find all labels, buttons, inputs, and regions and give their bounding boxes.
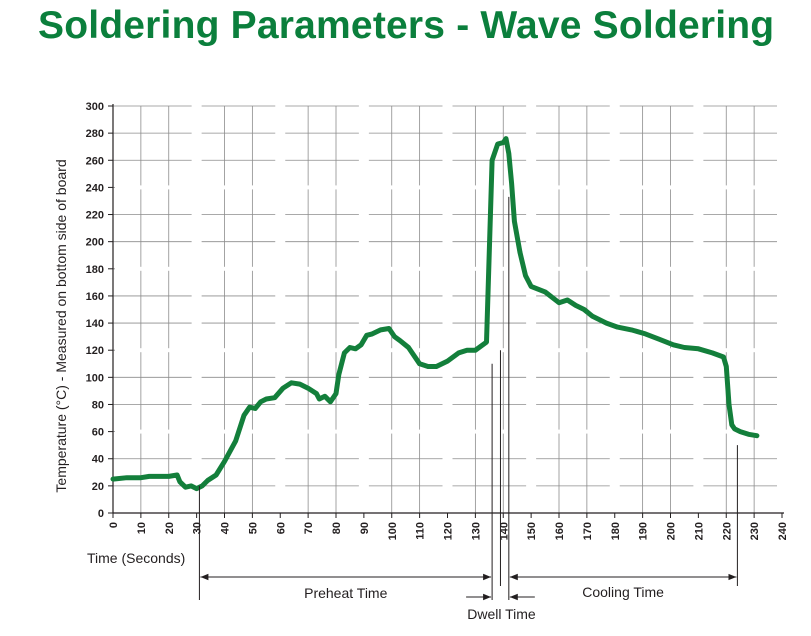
x-tick-label: 0	[108, 522, 120, 528]
annotation-label: Dwell Time	[467, 606, 536, 622]
x-axis-label: Time (Seconds)	[87, 550, 185, 566]
annotations: Preheat Time Dwell Time Cooling Time	[198, 196, 738, 622]
x-tick-label: 230	[749, 522, 761, 540]
y-tick-label: 20	[92, 481, 104, 493]
x-tick-label: 30	[192, 522, 204, 534]
y-tick-label: 100	[86, 372, 104, 384]
x-tick-label: 180	[610, 522, 622, 540]
x-tick-label: 130	[470, 522, 482, 540]
grid-gutter-v	[693, 104, 704, 513]
grid-gutter-v	[275, 104, 286, 513]
grid-gutter-h	[115, 348, 784, 353]
y-tick-label: 280	[86, 128, 104, 140]
grid-gutter-h	[115, 185, 784, 190]
x-tick-label: 150	[526, 522, 538, 540]
grid-gutter-v	[358, 104, 369, 513]
grid-gutter-h	[115, 266, 784, 271]
y-tick-label: 200	[86, 237, 104, 249]
grid-gutter-h	[115, 429, 784, 434]
x-tick-label: 190	[638, 522, 650, 540]
y-tick-label: 140	[86, 318, 104, 330]
y-tick-label: 240	[86, 182, 104, 194]
y-tick-label: 80	[92, 399, 104, 411]
x-tick-label: 20	[164, 522, 176, 534]
annotation-label: Cooling Time	[582, 584, 664, 600]
x-tick-label: 90	[359, 522, 371, 534]
x-tick-label: 50	[247, 522, 259, 534]
temperature-profile-line	[110, 136, 760, 492]
y-tick-label: 60	[92, 427, 104, 439]
x-tick-label: 110	[415, 522, 427, 540]
chart-title: Soldering Parameters - Wave Soldering	[38, 4, 775, 47]
grid	[113, 104, 787, 514]
y-tick-label: 180	[86, 264, 104, 276]
y-axis-label: Temperature (°C) - Measured on bottom si…	[53, 159, 69, 492]
y-tick-label: 40	[92, 454, 104, 466]
y-tick-label: 220	[86, 210, 104, 222]
x-tick-label: 240	[777, 522, 789, 540]
x-tick-label: 40	[220, 522, 232, 534]
y-tick-label: 0	[98, 508, 104, 520]
y-tick-label: 300	[86, 101, 104, 113]
x-tick-label: 10	[136, 522, 148, 534]
x-tick-label: 80	[331, 522, 343, 534]
x-tick-label: 200	[666, 522, 678, 540]
x-tick-label: 160	[554, 522, 566, 540]
x-tick-label: 60	[275, 522, 287, 534]
x-tick-label: 220	[721, 522, 733, 540]
y-tick-label: 260	[86, 155, 104, 167]
axes: 0204060801001201401601802002202402602803…	[86, 101, 789, 540]
grid-gutter-v	[777, 104, 787, 513]
x-tick-label: 120	[443, 522, 455, 540]
x-tick-label: 70	[303, 522, 315, 534]
x-tick-label: 170	[582, 522, 594, 540]
grid-gutter-v	[442, 104, 453, 513]
series-layer	[110, 136, 760, 492]
x-tick-label: 140	[498, 522, 510, 540]
grid-gutter-v	[609, 104, 620, 513]
grid-gutter-v	[526, 104, 537, 513]
y-tick-label: 120	[86, 345, 104, 357]
grid-gutter-v	[191, 104, 202, 513]
annotation-label: Preheat Time	[304, 585, 387, 601]
x-tick-label: 100	[387, 522, 399, 540]
x-tick-label: 210	[693, 522, 705, 540]
y-tick-label: 160	[86, 291, 104, 303]
